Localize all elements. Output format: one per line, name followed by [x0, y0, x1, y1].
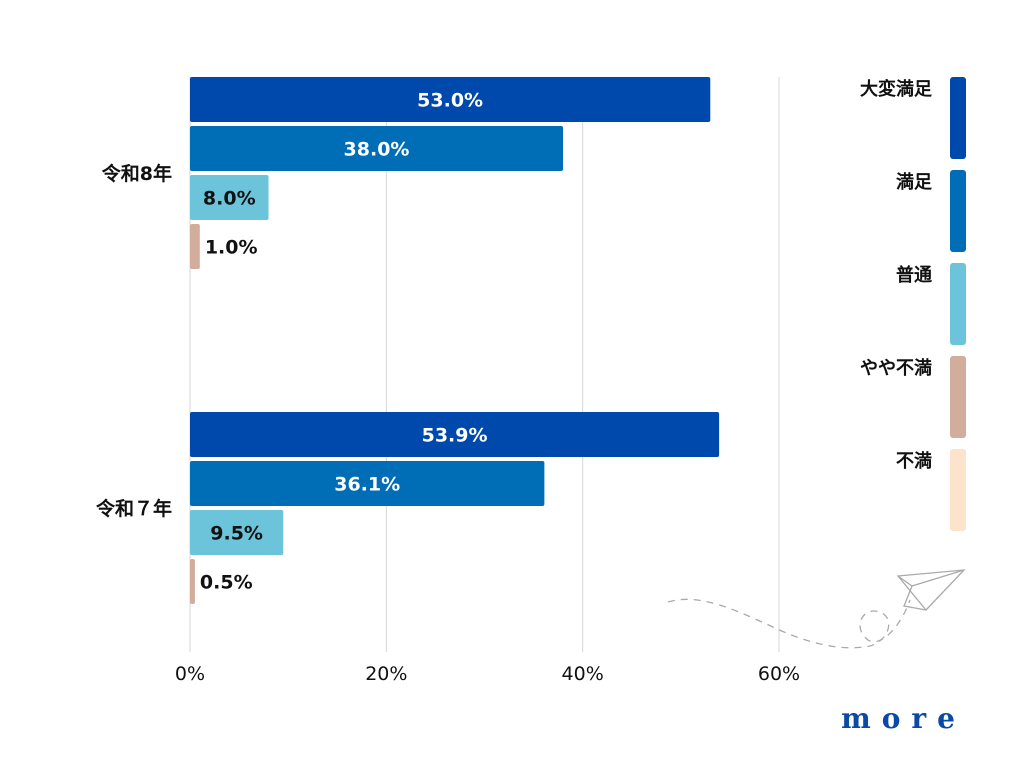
x-tick-label: 40% [562, 663, 604, 685]
legend-label: 大変満足 [860, 78, 932, 100]
data-label: 38.0% [344, 139, 410, 161]
paper-plane-icon [667, 569, 966, 649]
bars [190, 77, 720, 604]
more-logo: more [841, 702, 966, 735]
data-label: 0.5% [200, 572, 253, 594]
legend-swatch [950, 77, 966, 159]
data-labels: 53.0% 38.0% 8.0% 1.0% 53.9% 36.1% 9.5% 0.5% [200, 90, 488, 594]
bar [190, 224, 200, 269]
bar [190, 175, 269, 220]
bar [190, 559, 195, 604]
data-label: 9.5% [210, 523, 263, 545]
data-label: 53.9% [422, 425, 488, 447]
legend-swatch [950, 263, 966, 345]
x-axis-ticks: 0% 20% 40% 60% [175, 663, 800, 685]
data-label: 53.0% [417, 90, 483, 112]
bar [190, 510, 284, 555]
legend-swatch [950, 449, 966, 531]
data-label: 8.0% [203, 188, 256, 210]
legend-label: 不満 [896, 450, 932, 472]
legend-swatch [950, 170, 966, 252]
gridlines [189, 77, 780, 652]
legend-label: やや不満 [860, 357, 932, 379]
bar [190, 126, 564, 171]
legend-label: 普通 [896, 264, 932, 286]
data-label: 36.1% [334, 474, 400, 496]
legend-label: 満足 [896, 171, 932, 193]
x-tick-label: 0% [175, 663, 205, 685]
bar [190, 412, 720, 457]
category-label: 令和７年 [96, 497, 172, 520]
bar [190, 461, 545, 506]
category-label: 令和8年 [102, 162, 172, 185]
x-tick-label: 60% [758, 663, 800, 685]
x-tick-label: 20% [365, 663, 407, 685]
legend-swatch [950, 356, 966, 438]
bar [190, 77, 711, 122]
data-label: 1.0% [205, 237, 258, 259]
